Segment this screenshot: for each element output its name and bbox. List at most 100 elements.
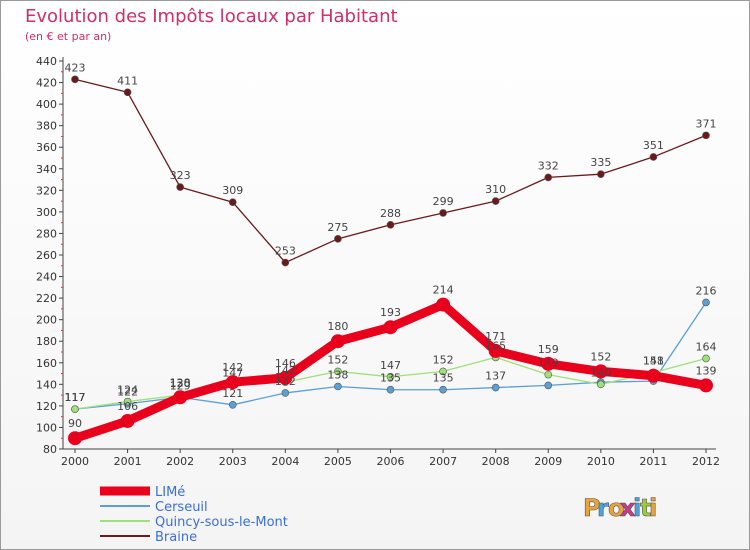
data-point xyxy=(123,88,132,97)
data-point xyxy=(593,364,608,379)
data-label: 132 xyxy=(275,375,296,388)
y-tick-label: 340 xyxy=(36,163,57,176)
data-point xyxy=(436,297,451,312)
legend-label: LIMé xyxy=(155,485,185,500)
data-point xyxy=(491,197,500,205)
data-label: 140 xyxy=(590,366,611,379)
data-label: 171 xyxy=(485,330,506,343)
chart-title: Evolution des Impôts locaux par Habitant xyxy=(25,6,398,27)
data-point xyxy=(439,367,447,376)
y-tick-label: 100 xyxy=(36,421,57,434)
y-tick-label: 320 xyxy=(36,184,57,197)
y-tick-label: 400 xyxy=(36,98,57,111)
data-point xyxy=(383,320,398,335)
data-point xyxy=(702,131,710,140)
data-label: 164 xyxy=(696,340,717,353)
data-label: 135 xyxy=(433,372,454,385)
legend-label: Braine xyxy=(155,530,197,545)
y-tick-label: 160 xyxy=(36,357,57,370)
data-label: 159 xyxy=(538,343,559,356)
data-label: 148 xyxy=(643,355,664,368)
data-label: 335 xyxy=(590,156,611,169)
data-point xyxy=(71,75,79,84)
y-tick-label: 260 xyxy=(36,249,57,262)
data-point xyxy=(228,401,237,409)
data-point xyxy=(68,431,82,446)
x-tick-label: 2007 xyxy=(429,455,457,468)
y-tick-label: 120 xyxy=(36,400,57,413)
data-label: 149 xyxy=(538,357,559,370)
x-tick-label: 2003 xyxy=(219,455,247,468)
data-label: 165 xyxy=(485,339,506,352)
data-label: 332 xyxy=(538,159,559,172)
data-point xyxy=(702,354,710,363)
data-point xyxy=(334,382,342,391)
data-label: 142 xyxy=(275,364,296,377)
data-point xyxy=(281,258,290,267)
x-tick-label: 2006 xyxy=(377,455,405,468)
data-label: 137 xyxy=(485,370,506,383)
y-tick-label: 360 xyxy=(36,141,57,154)
y-tick-label: 280 xyxy=(36,227,57,240)
data-label: 124 xyxy=(117,384,138,397)
data-point xyxy=(646,368,661,383)
data-point xyxy=(330,334,345,349)
data-point xyxy=(173,390,188,405)
x-tick-label: 2002 xyxy=(166,455,194,468)
data-label: 129 xyxy=(170,379,191,392)
data-label: 310 xyxy=(485,183,506,196)
y-tick-label: 440 xyxy=(36,55,57,68)
logo-letter: r xyxy=(597,494,609,522)
data-label: 90 xyxy=(68,417,82,430)
data-label: 117 xyxy=(65,391,86,404)
y-tick-label: 140 xyxy=(36,378,57,391)
data-point xyxy=(649,153,658,161)
data-point xyxy=(334,235,342,243)
y-tick-label: 200 xyxy=(36,314,57,327)
data-label: 351 xyxy=(643,139,664,152)
x-tick-label: 2012 xyxy=(692,455,720,468)
y-tick-label: 220 xyxy=(36,292,57,305)
y-tick-label: 420 xyxy=(36,77,57,90)
chart-subtitle: (en € et par an) xyxy=(25,30,111,43)
data-point xyxy=(544,370,553,379)
data-point xyxy=(541,356,556,371)
data-point xyxy=(597,170,605,178)
data-point xyxy=(225,375,240,390)
axes: 80 100 120 140 160 180 200 220 240 260 280 300 320 34… xyxy=(36,55,720,468)
logo-letter: i xyxy=(649,494,657,522)
data-label: 275 xyxy=(327,221,348,234)
data-label: 117 xyxy=(65,391,86,404)
y-tick-label: 80 xyxy=(43,443,57,456)
x-tick-label: 2004 xyxy=(271,455,299,468)
data-label: 130 xyxy=(170,377,191,390)
data-label: 152 xyxy=(433,353,454,366)
data-label: 151 xyxy=(643,354,664,367)
y-tick-label: 380 xyxy=(36,120,57,133)
data-label: 138 xyxy=(327,368,348,381)
data-label: 309 xyxy=(222,184,243,197)
data-point xyxy=(597,380,605,389)
data-point xyxy=(120,413,135,428)
data-label: 214 xyxy=(433,284,454,297)
data-label: 411 xyxy=(117,74,138,87)
data-point xyxy=(544,173,553,182)
data-point xyxy=(228,198,237,206)
x-tick-label: 2005 xyxy=(324,455,352,468)
logo-letter: i xyxy=(633,494,641,522)
data-point xyxy=(702,298,710,307)
data-label: 128 xyxy=(170,376,191,389)
data-point xyxy=(176,183,184,191)
data-point xyxy=(439,385,447,394)
data-point xyxy=(491,383,500,392)
data-point xyxy=(281,389,290,397)
logo-letter: t xyxy=(640,494,651,522)
data-point xyxy=(439,209,447,217)
data-label: 152 xyxy=(327,353,348,366)
data-point xyxy=(71,405,79,413)
data-label: 423 xyxy=(65,61,86,74)
data-label: 371 xyxy=(696,117,717,130)
